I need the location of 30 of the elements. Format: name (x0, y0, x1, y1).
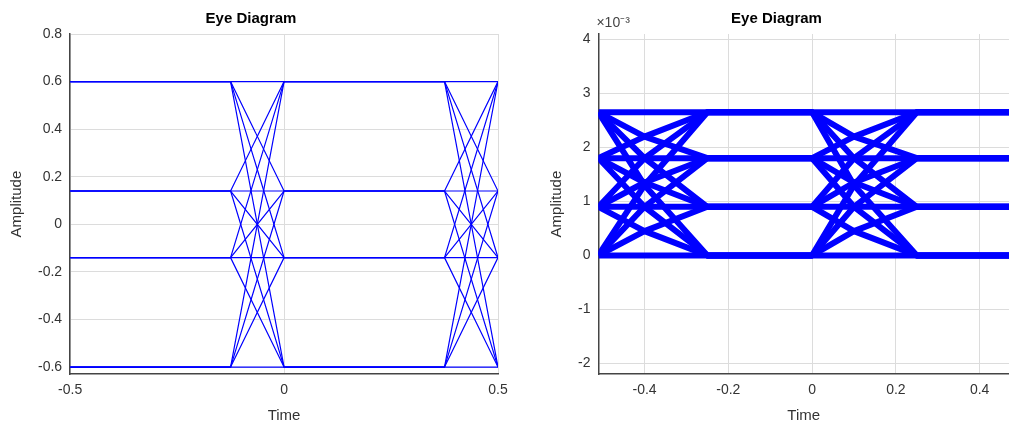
y-tick-label: 0.4 (42, 120, 63, 137)
y-tick-label: 0 (54, 215, 63, 232)
text: ×10⁻³ (596, 13, 631, 30)
x-tick-label: -0.5 (58, 381, 83, 398)
y-tick-label: 0.2 (42, 167, 63, 184)
y-tick-label: 1 (582, 192, 591, 209)
y-tick-label: -0.4 (38, 310, 63, 327)
y-tick-label: 2 (582, 138, 591, 155)
y-tick-label: 0.6 (42, 72, 63, 89)
x-tick-label: 0.5 (488, 381, 508, 398)
chart-title: Eye Diagram (205, 9, 297, 27)
y-tick-label: 0.8 (42, 24, 63, 41)
x-tick-label: 0.2 (886, 381, 906, 398)
x-tick-label: 0 (808, 381, 817, 398)
x-axis-title: Time (787, 406, 821, 424)
x-axis-title: Time (267, 406, 301, 424)
x-tick-label: 0 (280, 381, 289, 398)
y-axis-title: Amplitude (7, 170, 25, 238)
x-tick-label: -0.4 (632, 381, 657, 398)
y-tick-label: 4 (582, 30, 591, 47)
x-tick-label: 0.4 (969, 381, 990, 398)
y-tick-label: -1 (578, 300, 591, 317)
x-tick-label: -0.2 (716, 381, 741, 398)
y-tick-label: 3 (582, 84, 591, 101)
y-tick-label: -0.6 (38, 357, 63, 374)
chart-title: Eye Diagram (731, 9, 822, 27)
y-tick-label: -2 (578, 354, 591, 371)
y-tick-label: 0 (582, 246, 591, 263)
y-tick-label: -0.2 (38, 262, 63, 279)
y-axis-title: Amplitude (547, 170, 565, 238)
